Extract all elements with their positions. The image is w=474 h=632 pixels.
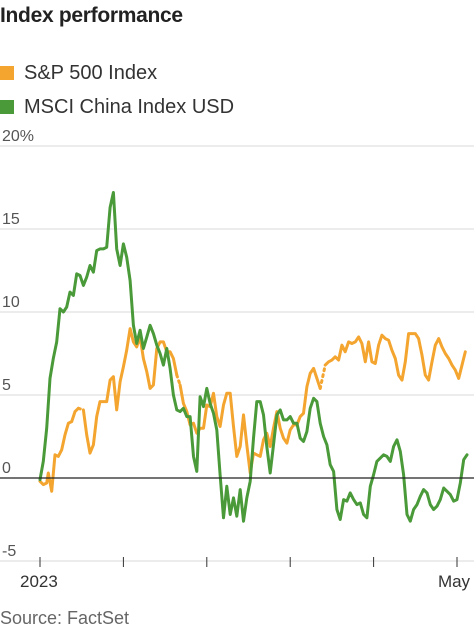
- legend-item-msci-china: MSCI China Index USD: [0, 90, 234, 124]
- x-tick-label: May: [438, 572, 471, 591]
- series-gap-connector: [175, 373, 182, 387]
- y-tick-label: 20%: [2, 128, 34, 145]
- y-tick-label: 15: [2, 211, 20, 228]
- series-msci-china: [38, 191, 469, 523]
- chart-title: Index performance: [0, 4, 183, 27]
- series-line-segment: [323, 332, 467, 382]
- legend-label-sp500: S&P 500 Index: [24, 61, 158, 84]
- legend: S&P 500 Index MSCI China Index USD: [0, 56, 234, 124]
- y-tick-label: 10: [2, 294, 20, 311]
- source-note: Source: FactSet: [0, 608, 130, 628]
- series-line-segment: [81, 327, 179, 455]
- series-lines: [38, 191, 469, 523]
- x-tick-label: 2023: [20, 572, 58, 591]
- y-tick-label: -5: [2, 543, 16, 560]
- legend-item-sp500: S&P 500 Index: [0, 56, 234, 90]
- series-line-segment: [38, 191, 469, 523]
- legend-swatch-msci-china: [0, 100, 14, 114]
- series-gap-connector: [318, 363, 327, 390]
- grid-lines: 20% 15 10 5 0 -5: [0, 128, 474, 562]
- y-tick-label: 0: [2, 460, 11, 477]
- legend-label-msci-china: MSCI China Index USD: [24, 95, 235, 118]
- series-line-segment: [178, 366, 322, 475]
- legend-swatch-sp500: [0, 66, 14, 80]
- x-axis: 2023 May: [20, 557, 471, 591]
- series-gap-connector: [76, 406, 85, 412]
- series-line-segment: [38, 406, 80, 493]
- y-tick-label: 5: [2, 377, 11, 394]
